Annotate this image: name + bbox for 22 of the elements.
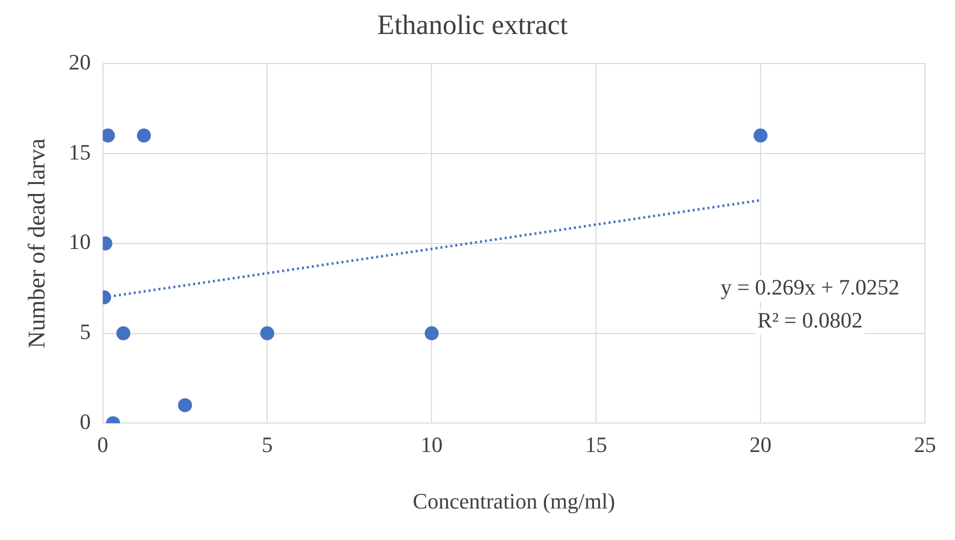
point bbox=[116, 326, 130, 340]
x-tick-label: 20 bbox=[750, 432, 772, 458]
x-tick-label: 25 bbox=[914, 432, 936, 458]
y-tick-label: 20 bbox=[68, 49, 91, 74]
point bbox=[136, 128, 151, 143]
chart-title: Ethanolic extract bbox=[377, 10, 568, 42]
x-axis-title: Concentration (mg/ml) bbox=[412, 488, 616, 514]
point bbox=[424, 326, 439, 340]
y-tick-label: 10 bbox=[68, 229, 91, 254]
y-axis-title: Number of dead larva bbox=[24, 138, 51, 348]
annotation: y = 0.269x + 7.0252 bbox=[720, 274, 900, 300]
annotation: R² = 0.0802 bbox=[757, 308, 863, 333]
y-tick-label: 0 bbox=[80, 408, 91, 434]
y-tick-label: 5 bbox=[80, 319, 91, 344]
x-tick-label: 5 bbox=[262, 432, 273, 458]
x-tick-label: 0 bbox=[97, 432, 108, 458]
point bbox=[178, 398, 192, 412]
x-tick-label: 10 bbox=[420, 432, 443, 458]
point bbox=[754, 128, 768, 143]
x-tick-label: 15 bbox=[585, 432, 608, 458]
point bbox=[260, 326, 274, 340]
y-tick-label: 15 bbox=[68, 139, 91, 164]
